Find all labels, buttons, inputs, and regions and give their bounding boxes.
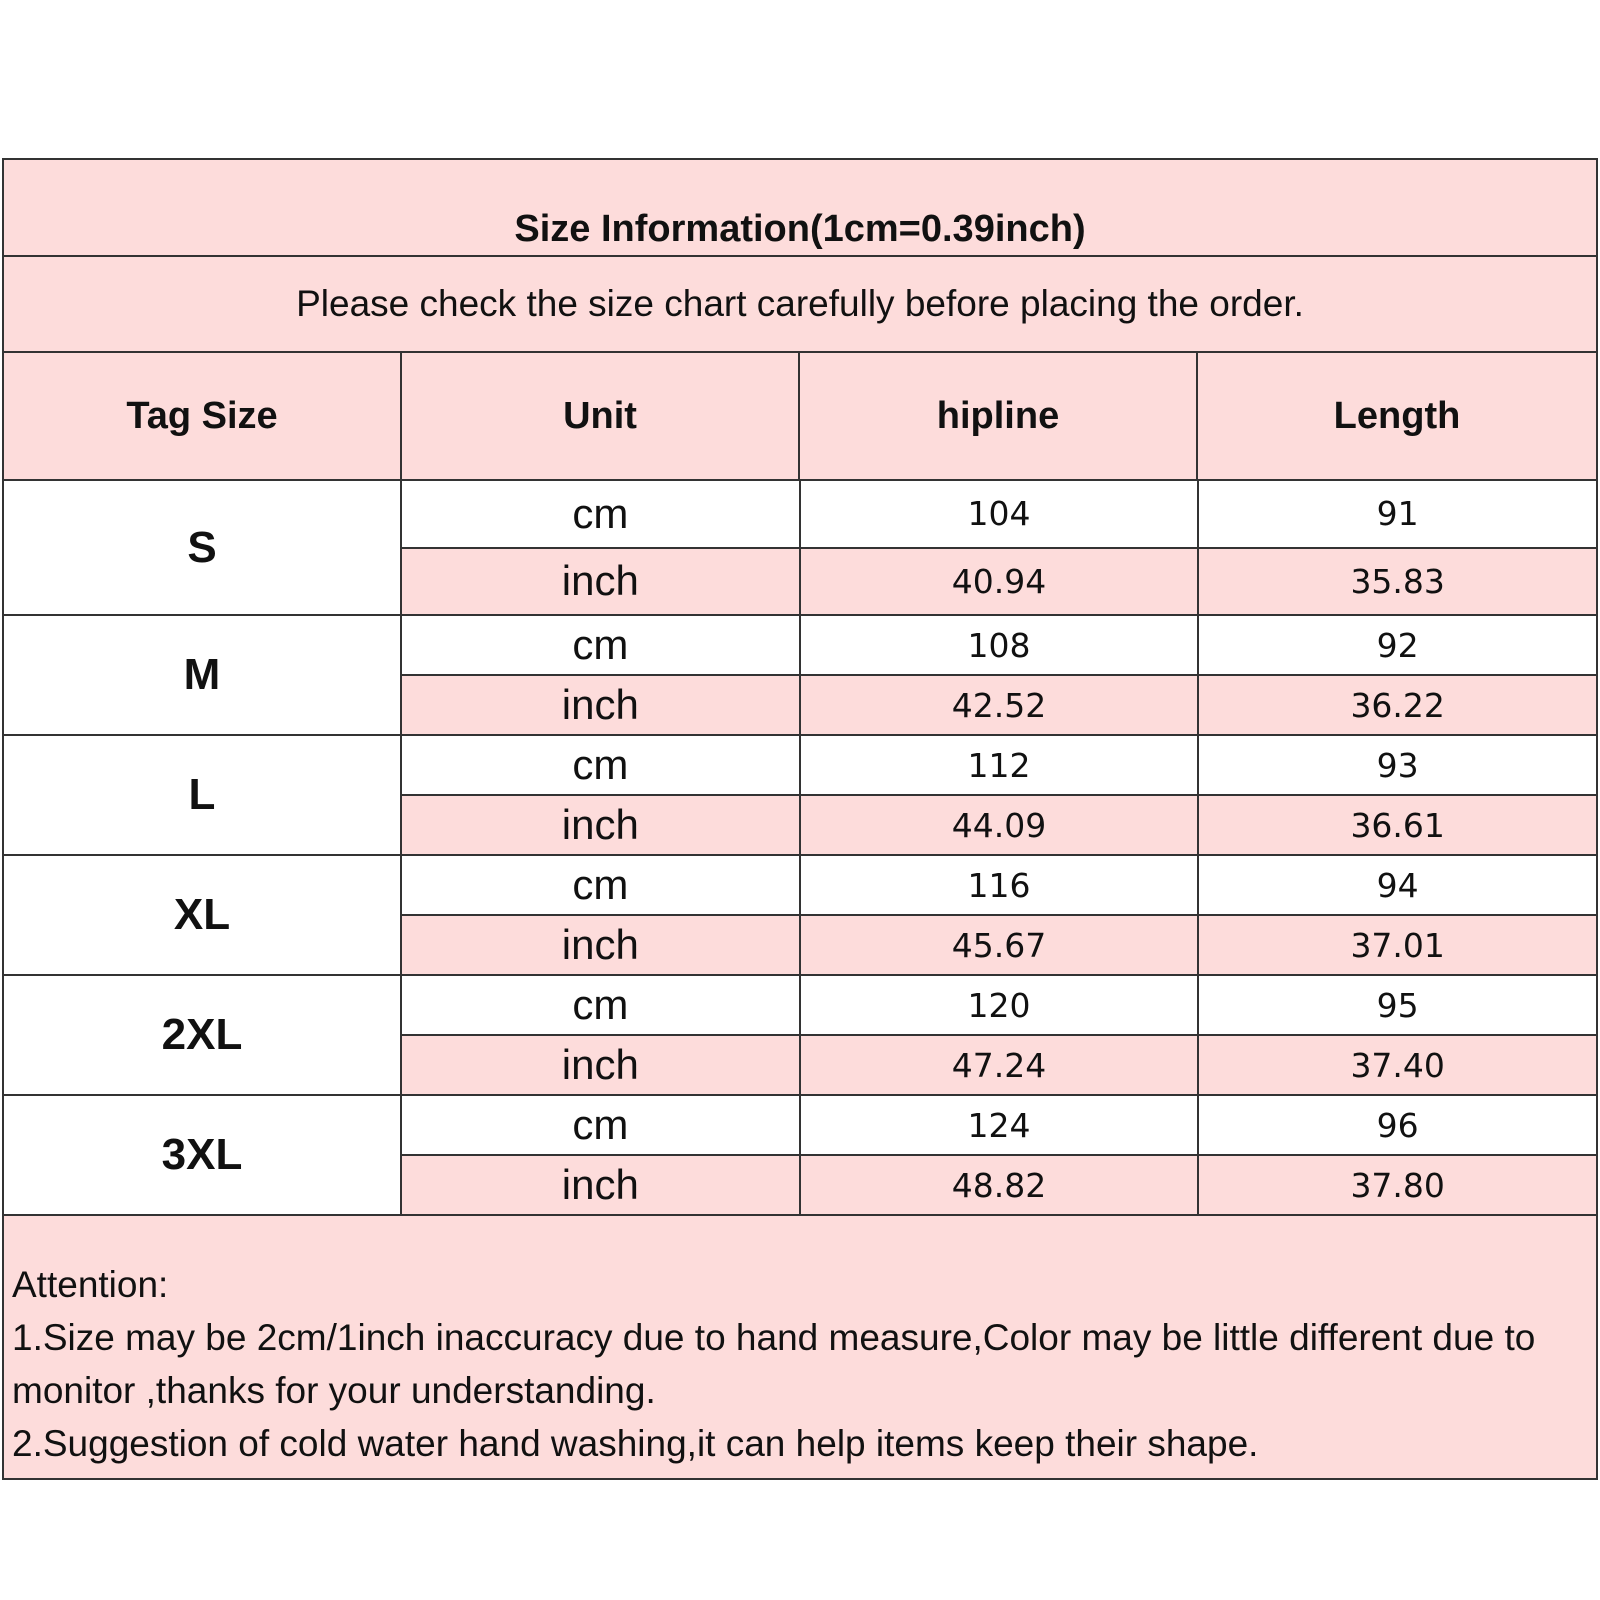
table-subtitle: Please check the size chart carefully be…	[4, 257, 1596, 353]
hipline-cell: 48.82	[801, 1156, 1200, 1214]
length-cell: 93	[1376, 745, 1419, 785]
length-cell: 96	[1376, 1105, 1419, 1145]
length-cell: 36.61	[1350, 805, 1445, 845]
size-group-m: M cm 108 92 inch 42.52 36.22	[4, 616, 1596, 736]
hipline-cell: 116	[801, 856, 1200, 914]
table-row-inch: inch 47.24 37.40	[402, 1034, 1596, 1094]
table-row-inch: inch 42.52 36.22	[402, 674, 1596, 734]
header-length: Length	[1333, 394, 1461, 437]
hipline-cell: 104	[801, 481, 1200, 547]
table-row-cm: cm 116 94	[402, 856, 1596, 914]
table-row-inch: inch 44.09 36.61	[402, 794, 1596, 854]
hipline-cell: 120	[801, 976, 1200, 1034]
hipline-cell: 47.24	[801, 1036, 1200, 1094]
size-group-2xl: 2XL cm 120 95 inch 47.24 37.40	[4, 976, 1596, 1096]
size-group-l: L cm 112 93 inch 44.09 36.61	[4, 736, 1596, 856]
length-cell: 94	[1376, 865, 1419, 905]
hipline-cell: 124	[801, 1096, 1200, 1154]
table-row-cm: cm 104 91	[402, 481, 1596, 547]
table-row-inch: inch 40.94 35.83	[402, 546, 1596, 614]
length-cell: 35.83	[1350, 561, 1445, 601]
unit-cell: inch	[402, 1036, 801, 1094]
unit-cell: cm	[402, 481, 801, 547]
tag-size-cell: 2XL	[4, 976, 402, 1094]
length-cell: 95	[1376, 985, 1419, 1025]
size-group-3xl: 3XL cm 124 96 inch 48.82 37.80	[4, 1096, 1596, 1216]
table-row-cm: cm 112 93	[402, 736, 1596, 794]
unit-cell: inch	[402, 1156, 801, 1214]
unit-cell: cm	[402, 856, 801, 914]
hipline-cell: 44.09	[801, 796, 1200, 854]
tag-size-cell: M	[4, 616, 402, 734]
header-row: Tag Size Unit hipline Length	[4, 353, 1596, 481]
length-cell: 91	[1376, 494, 1419, 534]
length-cell: 92	[1376, 625, 1419, 665]
table-row-cm: cm 108 92	[402, 616, 1596, 674]
unit-cell: inch	[402, 548, 801, 614]
hipline-cell: 112	[801, 736, 1200, 794]
table-row-cm: cm 124 96	[402, 1096, 1596, 1154]
hipline-cell: 108	[801, 616, 1200, 674]
unit-cell: inch	[402, 916, 801, 974]
length-cell: 37.01	[1350, 925, 1445, 965]
size-chart-table: Size Information(1cm=0.39inch) Please ch…	[2, 158, 1598, 1480]
table-row-inch: inch 45.67 37.01	[402, 914, 1596, 974]
unit-cell: cm	[402, 976, 801, 1034]
header-tag-size: Tag Size	[4, 353, 402, 479]
tag-size-cell: 3XL	[4, 1096, 402, 1214]
hipline-cell: 42.52	[801, 676, 1200, 734]
note-1: 1.Size may be 2cm/1inch inaccuracy due t…	[12, 1317, 1536, 1411]
size-group-s: S cm 104 91 inch 40.94 35.83	[4, 481, 1596, 616]
header-hipline: hipline	[800, 353, 1198, 479]
table-row-cm: cm 120 95	[402, 976, 1596, 1034]
table-row-inch: inch 48.82 37.80	[402, 1154, 1596, 1214]
tag-size-cell: XL	[4, 856, 402, 974]
table-title: Size Information(1cm=0.39inch)	[4, 160, 1596, 257]
length-cell: 37.40	[1350, 1045, 1445, 1085]
unit-cell: cm	[402, 736, 801, 794]
unit-cell: inch	[402, 796, 801, 854]
unit-cell: cm	[402, 616, 801, 674]
unit-cell: cm	[402, 1096, 801, 1154]
header-unit: Unit	[402, 353, 800, 479]
hipline-cell: 40.94	[801, 548, 1200, 614]
tag-size-cell: S	[4, 481, 402, 614]
tag-size-cell: L	[4, 736, 402, 854]
note-2: 2.Suggestion of cold water hand washing,…	[12, 1423, 1259, 1464]
size-group-xl: XL cm 116 94 inch 45.67 37.01	[4, 856, 1596, 976]
length-cell: 37.80	[1350, 1165, 1445, 1205]
unit-cell: inch	[402, 676, 801, 734]
notes-heading: Attention:	[12, 1264, 169, 1305]
length-cell: 36.22	[1350, 685, 1445, 725]
attention-notes: Attention: 1.Size may be 2cm/1inch inacc…	[4, 1216, 1596, 1478]
hipline-cell: 45.67	[801, 916, 1200, 974]
